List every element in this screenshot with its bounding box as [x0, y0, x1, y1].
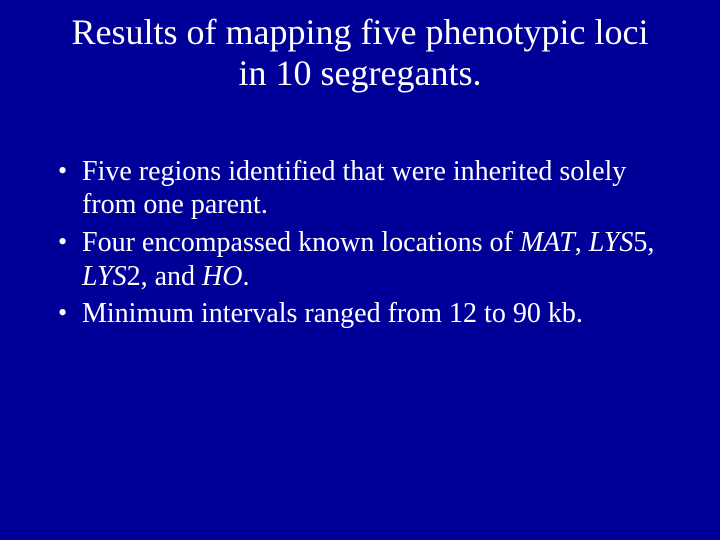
bullet-text: Five regions identified that were inheri…	[82, 156, 626, 221]
bullet-list: Five regions identified that were inheri…	[40, 155, 680, 331]
italic-text: LYS	[82, 261, 127, 292]
slide-title: Results of mapping five phenotypic loci …	[40, 12, 680, 95]
italic-text: LYS	[589, 227, 634, 258]
bullet-text: .	[242, 261, 249, 292]
italic-text: MAT	[520, 227, 575, 258]
bullet-text: ,	[575, 227, 589, 258]
bullet-text: Minimum intervals ranged from 12 to 90 k…	[82, 298, 583, 329]
list-item: Five regions identified that were inheri…	[58, 155, 680, 222]
bullet-text: 5,	[633, 227, 654, 258]
list-item: Minimum intervals ranged from 12 to 90 k…	[58, 297, 680, 331]
bullet-text: Four encompassed known locations of	[82, 227, 520, 258]
italic-text: HO	[202, 261, 242, 292]
bullet-text: 2, and	[127, 261, 202, 292]
slide: Results of mapping five phenotypic loci …	[0, 0, 720, 540]
list-item: Four encompassed known locations of MAT,…	[58, 226, 680, 293]
